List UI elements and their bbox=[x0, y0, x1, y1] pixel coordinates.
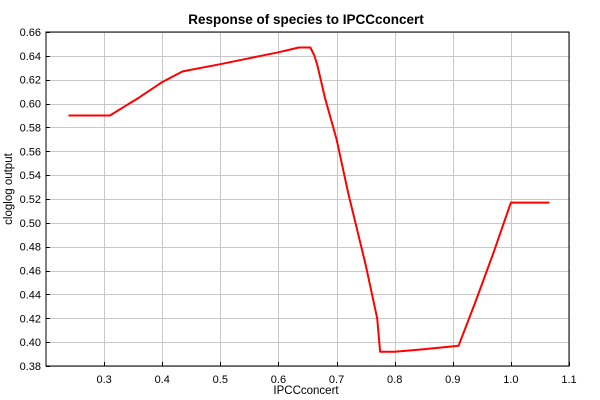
x-tick-label: 0.5 bbox=[213, 374, 228, 386]
y-tick-label: 0.42 bbox=[20, 313, 41, 325]
x-tick-label: 0.6 bbox=[271, 374, 286, 386]
y-tick-label: 0.54 bbox=[20, 170, 41, 182]
y-tick-label: 0.52 bbox=[20, 194, 41, 206]
chart-title: Response of species to IPCCconcert bbox=[188, 12, 424, 27]
y-tick-label: 0.50 bbox=[20, 218, 41, 230]
y-tick-label: 0.44 bbox=[20, 289, 41, 301]
y-tick-label: 0.46 bbox=[20, 266, 41, 278]
grid bbox=[46, 32, 570, 367]
y-tick-label: 0.60 bbox=[20, 99, 41, 111]
x-tick-label: 0.8 bbox=[387, 374, 402, 386]
series-layer bbox=[68, 46, 550, 353]
y-tick-label: 0.66 bbox=[20, 27, 41, 39]
y-tick-label: 0.62 bbox=[20, 75, 41, 87]
series-line bbox=[68, 46, 550, 353]
y-tick-label: 0.64 bbox=[20, 51, 41, 63]
y-axis: 0.38 0.40 0.42 0.44 0.46 0.48 0.50 0.52 0.54 0.56… bbox=[20, 27, 50, 373]
y-axis-label: cloglog output bbox=[3, 152, 15, 224]
y-tick-label: 0.56 bbox=[20, 146, 41, 158]
x-tick-label: 1.1 bbox=[561, 374, 576, 386]
x-axis: 0.3 0.4 0.5 0.6 0.7 0.8 0.9 1.0 1.1 bbox=[96, 362, 577, 386]
y-tick-label: 0.48 bbox=[20, 242, 41, 254]
x-tick-label: 1.0 bbox=[503, 374, 518, 386]
x-tick-label: 0.7 bbox=[329, 374, 344, 386]
y-tick-label: 0.58 bbox=[20, 122, 41, 134]
x-tick-label: 0.4 bbox=[155, 374, 170, 386]
y-tick-label: 0.40 bbox=[20, 337, 41, 349]
x-tick-label: 0.3 bbox=[96, 374, 111, 386]
x-tick-label: 0.9 bbox=[445, 374, 460, 386]
y-tick-label: 0.38 bbox=[20, 361, 41, 373]
x-axis-label: IPCCconcert bbox=[273, 385, 339, 397]
